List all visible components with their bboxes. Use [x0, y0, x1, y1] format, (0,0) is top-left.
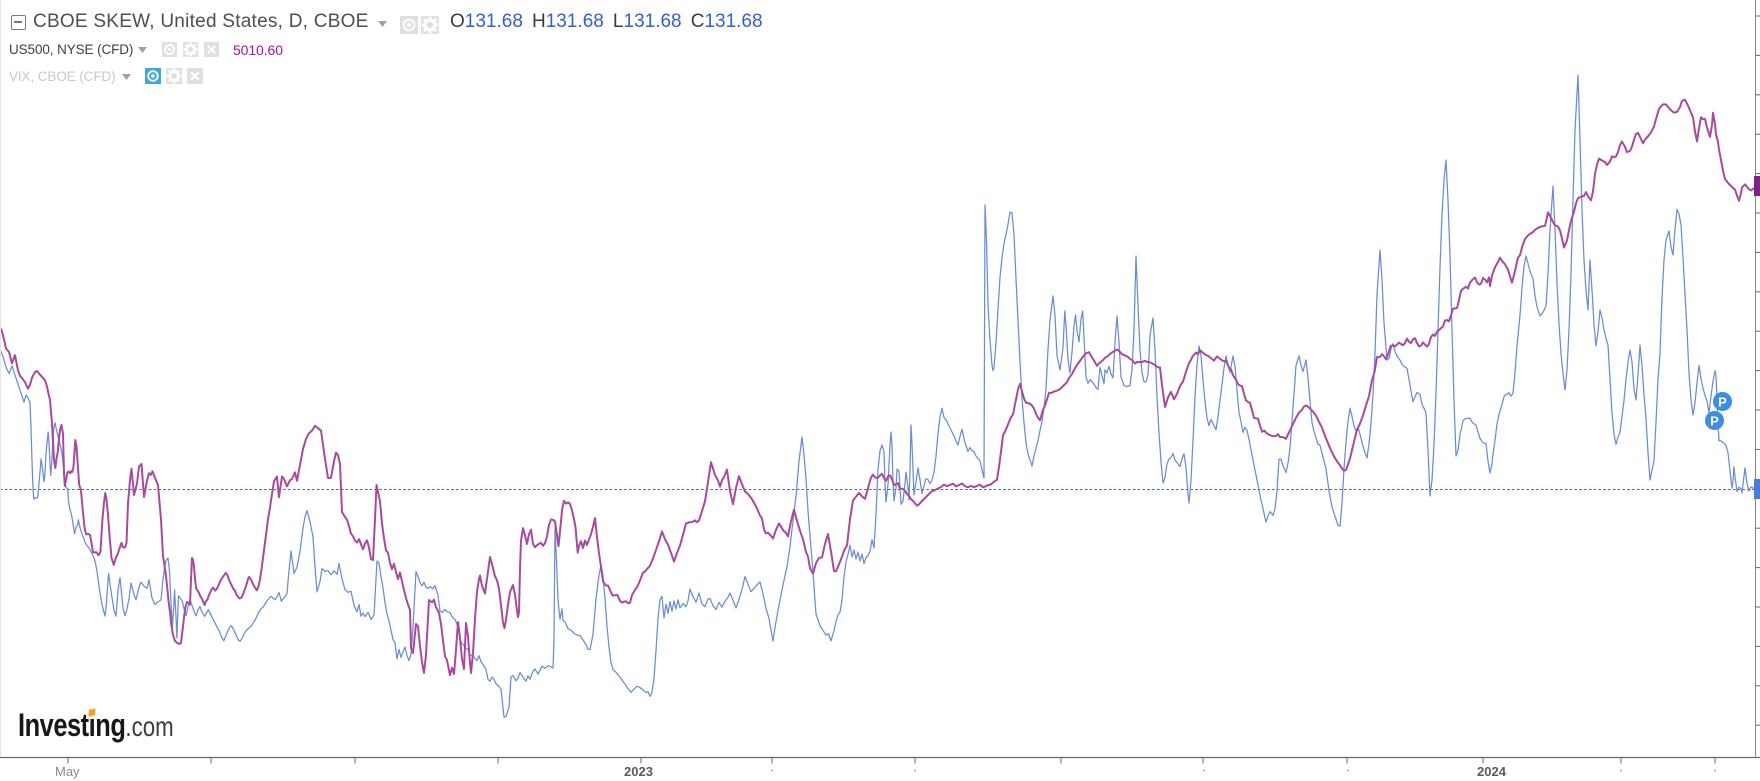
svg-text:P: P: [1718, 395, 1727, 410]
svg-text:P: P: [1710, 414, 1719, 429]
